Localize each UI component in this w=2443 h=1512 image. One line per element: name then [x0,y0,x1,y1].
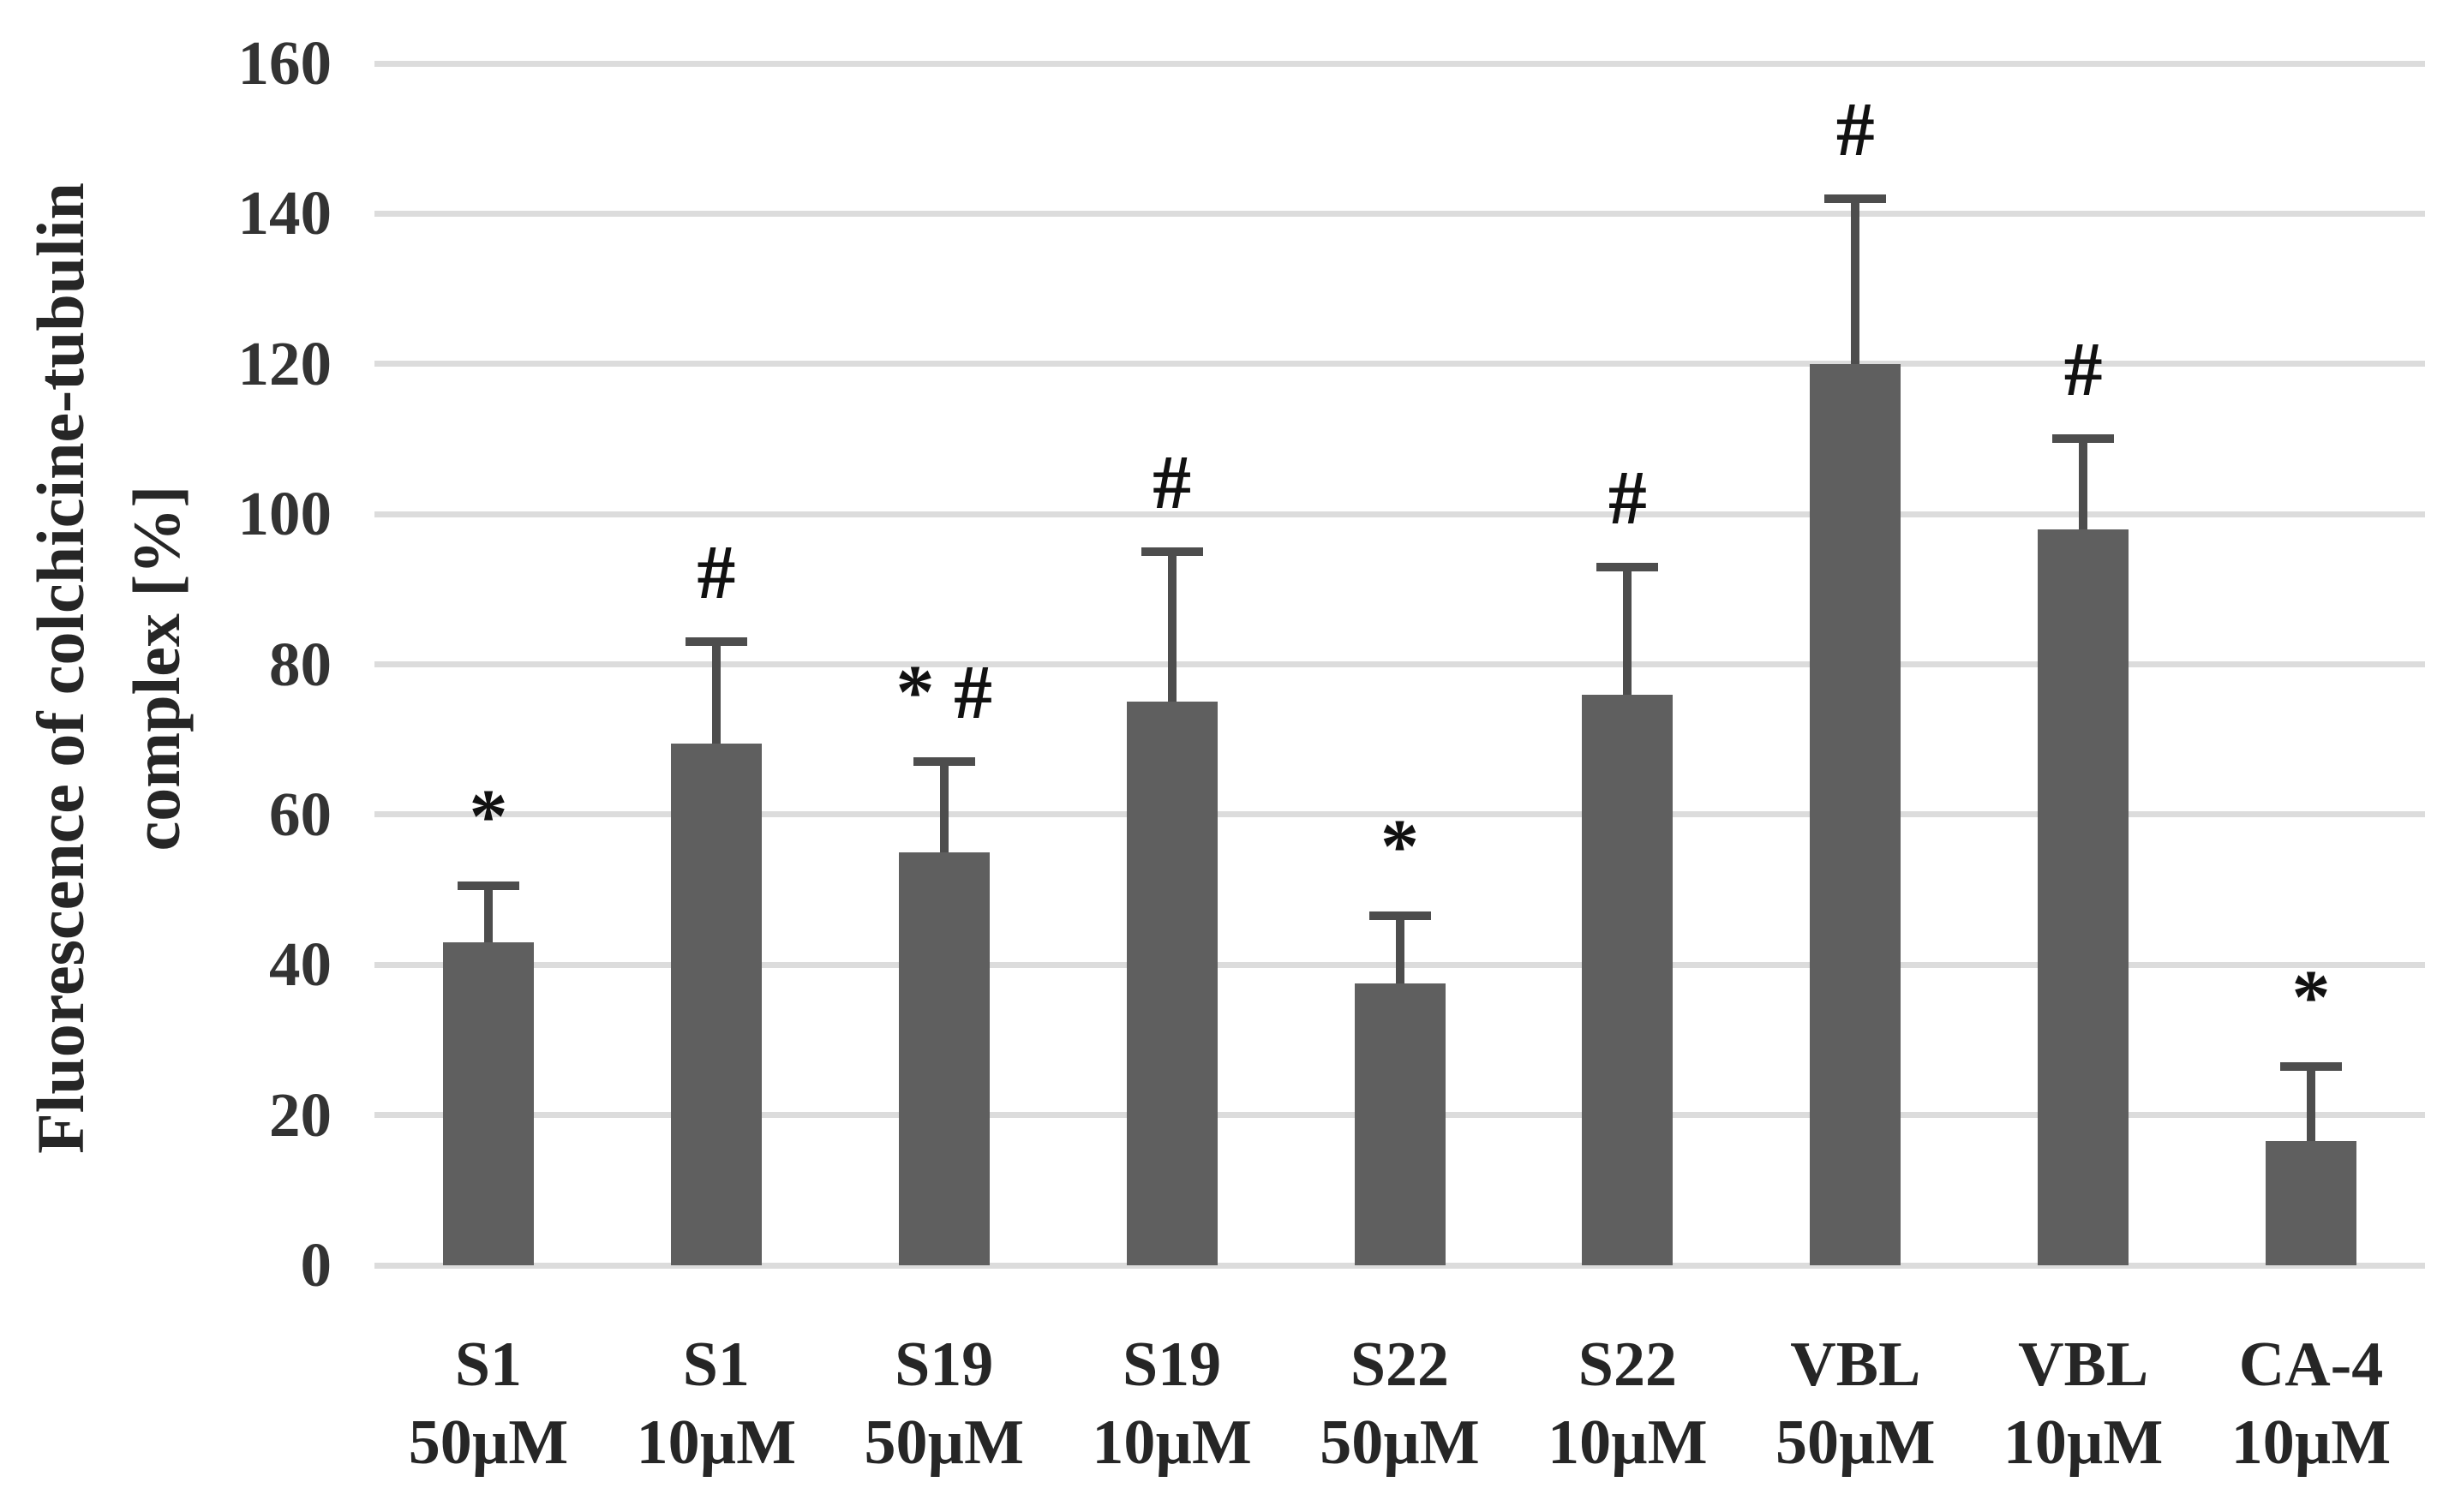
error-bar-cap [1596,562,1659,571]
x-category-label-line1: S1 [454,1330,523,1400]
significance-annotation: # [697,530,736,616]
x-category-label: S19 50µM [830,1326,1058,1482]
error-bar-line [2079,439,2088,529]
error-bar-line [1395,916,1404,984]
x-category-label: S22 10µM [1513,1326,1741,1482]
x-category-label: VBL 10µM [1969,1326,2197,1482]
y-tick-label-0: 0 [300,1230,332,1300]
gridline-y-120 [374,361,2425,368]
y-tick-label-80: 80 [269,629,332,699]
error-bar-line [711,642,721,744]
gridline-y-0 [374,1262,2425,1269]
x-category-label-line2: 10µM [636,1407,797,1478]
error-bar-line [1167,551,1177,702]
x-category-label-line2: 50µM [864,1407,1024,1478]
y-tick-label-120: 120 [237,328,332,398]
gridline-y-160 [374,60,2425,67]
x-category-label-line1: S1 [682,1330,750,1400]
error-bar-cap [1141,547,1203,556]
significance-annotation: # [1835,87,1875,172]
x-category-label: S19 10µM [1058,1326,1286,1482]
x-category-label-line1: S22 [1350,1330,1450,1400]
error-bar-cap [685,637,747,647]
error-bar-cap [2280,1061,2343,1071]
bar-VBL-10µM [2038,529,2129,1265]
bar-S22-50µM [1354,983,1446,1265]
x-category-label: CA-4 10µM [2197,1326,2425,1482]
significance-annotation: # [2063,327,2103,413]
x-category-label: S22 50µM [1286,1326,1514,1482]
significance-annotation: * [2291,954,2331,1040]
bar-S19-10µM [1126,702,1218,1265]
y-tick-label-60: 60 [269,779,332,849]
error-bar-cap [457,882,519,891]
x-category-label-line2: 10µM [2003,1407,2164,1478]
significance-annotation: # [1153,439,1192,525]
x-category-label: S1 10µM [602,1326,830,1482]
bar-CA-4-10µM [2266,1141,2357,1265]
x-category-label-line2: 50µM [408,1407,569,1478]
bar-S1-10µM [670,743,762,1265]
x-category-label-line2: 10µM [1092,1407,1252,1478]
significance-annotation: * [469,774,508,860]
x-category-label-line2: 10µM [1548,1407,1708,1478]
gridline-y-80 [374,661,2425,667]
error-bar-line [1851,198,1860,364]
y-tick-label-40: 40 [269,929,332,1000]
x-category-label-line1: S19 [1123,1330,1222,1400]
bar-S19-50µM [898,852,990,1265]
x-category-label-line1: VBL [1790,1330,1921,1400]
error-bar-line [483,886,493,942]
significance-annotation: * [1380,804,1419,890]
y-tick-label-140: 140 [237,178,332,248]
x-category-label-line1: S22 [1578,1330,1677,1400]
error-bar-line [1623,566,1632,695]
bar-VBL-50µM [1810,363,1901,1265]
y-tick-label-160: 160 [237,28,332,98]
error-bar-line [2307,1066,2316,1142]
gridline-y-60 [374,811,2425,818]
error-bar-cap [2052,434,2115,444]
significance-annotation: # [1608,455,1647,541]
bar-S22-10µM [1582,694,1674,1265]
x-category-label-line1: CA-4 [2238,1330,2384,1400]
y-tick-label-100: 100 [237,479,332,549]
bar-S1-50µM [442,941,534,1265]
x-category-label-line2: 50µM [1320,1407,1480,1478]
x-category-label: VBL 50µM [1741,1326,1969,1482]
significance-annotation: * # [895,650,992,736]
x-category-label-line1: VBL [2018,1330,2149,1400]
error-bar-cap [1368,911,1431,921]
x-category-label: S1 50µM [374,1326,602,1482]
error-bar-cap [1824,194,1887,203]
error-bar-line [939,762,949,852]
y-tick-label-20: 20 [269,1079,332,1150]
error-bar-cap [913,757,975,767]
gridline-y-100 [374,511,2425,517]
gridline-y-140 [374,210,2425,217]
x-category-label-line1: S19 [895,1330,994,1400]
x-category-label-line2: 50µM [1775,1407,1936,1478]
x-category-label-line2: 10µM [2230,1407,2392,1478]
